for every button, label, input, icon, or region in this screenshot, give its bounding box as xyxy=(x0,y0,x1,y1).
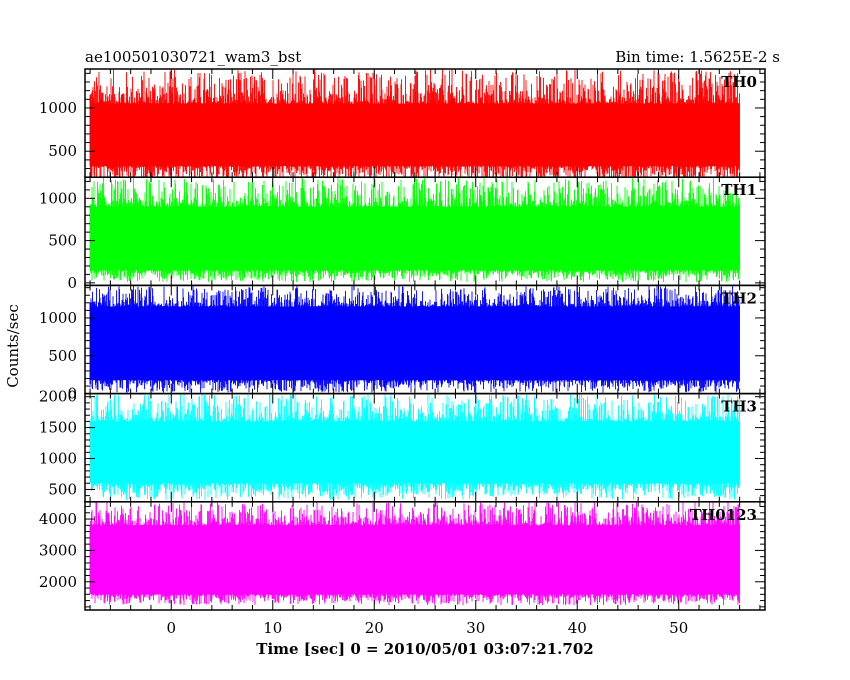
y-tick-label-TH0123: 2000 xyxy=(39,573,77,591)
panel-label-TH2: TH2 xyxy=(721,289,757,307)
y-tick-label-TH0: 1000 xyxy=(39,99,77,117)
y-tick-label-TH1: 500 xyxy=(48,232,77,250)
x-tick-label: 30 xyxy=(466,619,485,637)
y-tick-label-TH1: 1000 xyxy=(39,189,77,207)
x-tick-label: 40 xyxy=(568,619,587,637)
series-trace-TH0123 xyxy=(89,501,740,606)
x-axis-label: Time [sec] 0 = 2010/05/01 03:07:21.702 xyxy=(256,640,593,658)
chart-title: ae100501030721_wam3_bst xyxy=(85,48,301,66)
panel-label-TH3: TH3 xyxy=(721,398,757,416)
panel-label-TH1: TH1 xyxy=(721,181,757,199)
y-tick-label-TH2: 0 xyxy=(67,385,77,403)
panel-frame-TH0123 xyxy=(84,501,766,611)
y-tick-label-TH2: 500 xyxy=(48,347,77,365)
series-trace-TH3 xyxy=(89,393,740,500)
panel-label-TH0: TH0 xyxy=(721,73,757,91)
y-axis-label: Counts/sec xyxy=(4,304,22,388)
series-trace-TH2 xyxy=(89,285,740,393)
y-tick-label-TH0123: 3000 xyxy=(39,541,77,559)
y-tick-label-TH0: 500 xyxy=(48,142,77,160)
y-tick-label-TH3: 1000 xyxy=(39,450,77,468)
y-tick-label-TH1: 0 xyxy=(67,274,77,292)
x-tick-label: 20 xyxy=(365,619,384,637)
panel-label-TH0123: TH0123 xyxy=(690,506,757,524)
bin-time-label: Bin time: 1.5625E-2 s xyxy=(615,48,780,66)
x-tick-label: 10 xyxy=(263,619,282,637)
series-trace-TH1 xyxy=(89,177,740,282)
x-tick-label: 50 xyxy=(669,619,688,637)
y-tick-label-TH3: 500 xyxy=(48,480,77,498)
y-tick-label-TH3: 1500 xyxy=(39,419,77,437)
series-trace-TH0 xyxy=(89,69,740,178)
y-tick-label-TH2: 1000 xyxy=(39,309,77,327)
x-tick-label: 0 xyxy=(166,619,176,637)
y-tick-label-TH3: 2000 xyxy=(39,388,77,406)
y-tick-label-TH0123: 4000 xyxy=(39,510,77,528)
